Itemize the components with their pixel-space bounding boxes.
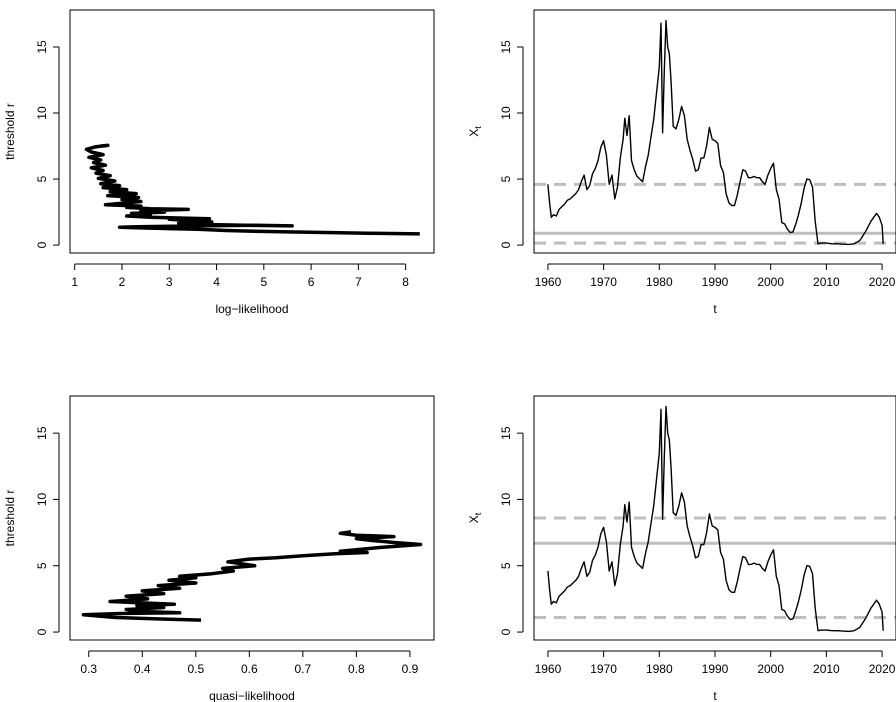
y-tick-label: 15 xyxy=(35,426,49,440)
x-tick-label: 1970 xyxy=(590,275,617,289)
x-tick-label: 0.7 xyxy=(295,662,312,676)
x-tick-label: 0.3 xyxy=(80,662,97,676)
y-tick-label: 10 xyxy=(35,492,49,506)
y-tick-label: 15 xyxy=(499,40,513,54)
plot-frame xyxy=(533,395,896,641)
x-tick-label: 6 xyxy=(308,275,315,289)
x-tick-label: 1980 xyxy=(646,275,673,289)
y-tick-label: 5 xyxy=(35,175,49,182)
x-tick-label: 1970 xyxy=(590,662,617,676)
panel-top-left: 1 2 3 4 5 6 7 8 0 5 10 15 log−likelihood threshold r xyxy=(3,9,435,316)
y-axis-title-subscript: t xyxy=(473,512,483,515)
panel-bottom-left: 0.3 0.4 0.5 0.6 0.7 0.8 0.9 0 5 10 15 quasi−likelih… xyxy=(3,395,435,702)
y-tick-label: 0 xyxy=(499,628,513,635)
x-tick-label: 2000 xyxy=(757,662,784,676)
series-line-0 xyxy=(547,19,884,246)
x-axis-title: quasi−likelihood xyxy=(209,689,295,702)
y-tick-label: 5 xyxy=(499,175,513,182)
y-axis-title: Xt xyxy=(467,126,483,137)
x-tick-label: 0.4 xyxy=(134,662,151,676)
x-tick-label: 2010 xyxy=(813,275,840,289)
x-tick-label: 0.9 xyxy=(402,662,419,676)
y-tick-label: 10 xyxy=(499,492,513,506)
x-tick-label: 1990 xyxy=(702,662,729,676)
series-line-0 xyxy=(84,143,420,236)
x-tick-label: 5 xyxy=(260,275,267,289)
x-tick-label: 2 xyxy=(119,275,126,289)
y-axis-title: threshold r xyxy=(3,103,17,160)
plot-frame xyxy=(69,9,435,254)
x-axis-title: log−likelihood xyxy=(215,302,288,316)
x-tick-label: 1990 xyxy=(702,275,729,289)
x-axis-title: t xyxy=(713,689,717,702)
series-line-0 xyxy=(81,530,423,622)
y-tick-label: 10 xyxy=(35,106,49,120)
x-tick-label: 0.5 xyxy=(187,662,204,676)
x-tick-label: 2020 xyxy=(869,275,896,289)
x-tick-label: 7 xyxy=(355,275,362,289)
x-axis-title: t xyxy=(713,302,717,316)
x-tick-label: 2010 xyxy=(813,662,840,676)
y-tick-label: 5 xyxy=(35,562,49,569)
x-tick-label: 3 xyxy=(166,275,173,289)
x-tick-label: 8 xyxy=(402,275,409,289)
y-axis-title-subscript: t xyxy=(473,126,483,129)
y-tick-label: 15 xyxy=(499,426,513,440)
y-tick-label: 15 xyxy=(35,40,49,54)
y-axis-title: threshold r xyxy=(3,490,17,547)
x-tick-label: 1 xyxy=(71,275,78,289)
y-tick-label: 0 xyxy=(35,241,49,248)
x-tick-label: 1960 xyxy=(535,662,562,676)
series-line-0 xyxy=(547,405,884,633)
y-tick-label: 0 xyxy=(35,628,49,635)
x-tick-label: 0.6 xyxy=(241,662,258,676)
y-tick-label: 0 xyxy=(499,241,513,248)
y-axis-title: Xt xyxy=(467,512,483,523)
x-tick-label: 2000 xyxy=(757,275,784,289)
plot-frame xyxy=(533,9,896,254)
x-tick-label: 2020 xyxy=(869,662,896,676)
y-tick-label: 5 xyxy=(499,562,513,569)
y-tick-label: 10 xyxy=(499,106,513,120)
x-tick-label: 1960 xyxy=(535,275,562,289)
x-tick-label: 4 xyxy=(213,275,220,289)
plot-frame xyxy=(69,395,435,641)
x-tick-label: 0.8 xyxy=(348,662,365,676)
x-tick-label: 1980 xyxy=(646,662,673,676)
